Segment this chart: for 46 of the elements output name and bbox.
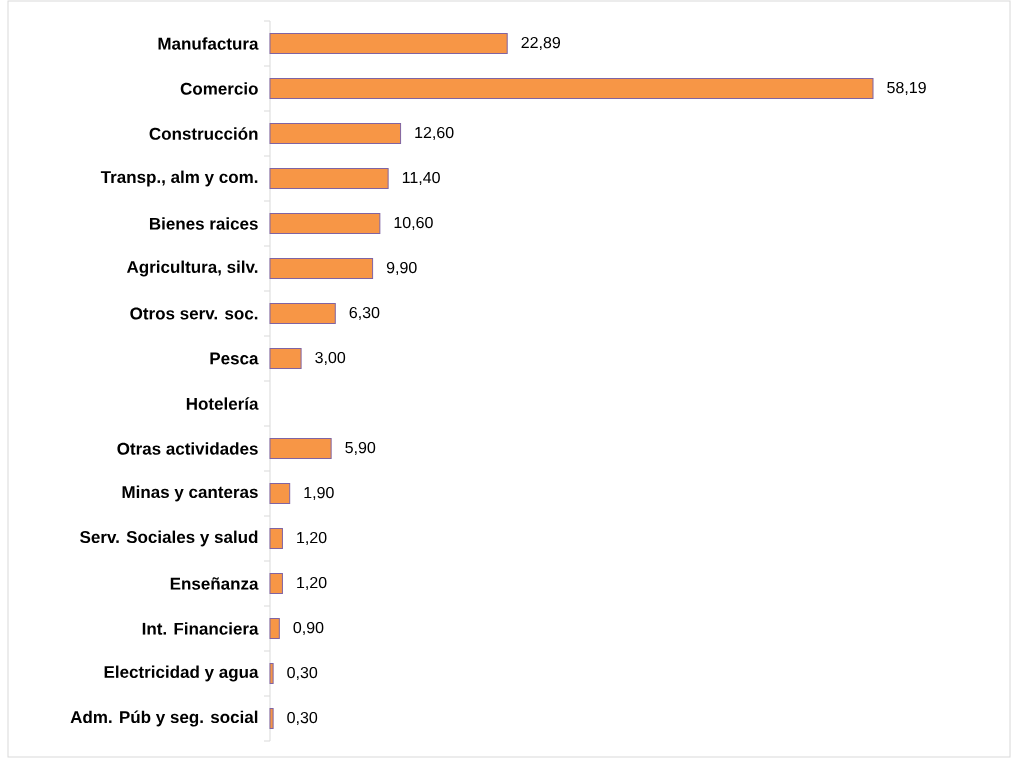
y-tick-label: Bienes raices [149,217,258,230]
y-tick-label: Construcción [149,127,258,140]
data-label: 1,20 [297,531,327,546]
data-label: 0,90 [293,621,324,636]
y-tick-label: Electricidad y agua [104,665,259,682]
y-tick-label: Comercio [180,82,258,95]
y-tick-label: Adm. Púb y seg. social [70,710,258,727]
data-label: 22,89 [521,36,561,51]
data-label: 1,90 [304,486,334,501]
bar [269,573,283,595]
y-tick-label: Serv. Sociales y salud [80,530,258,547]
y-tick-label: Minas y canteras [122,485,258,502]
bar [269,708,274,730]
bar [269,213,381,234]
bar [269,33,508,54]
y-tick-label: Int. Financiera [142,622,259,635]
bar [269,618,280,640]
y-tick-label: Otras actividades [117,442,258,455]
data-label: 58,19 [887,81,926,96]
data-label: 1,20 [297,576,327,591]
bar [269,303,336,324]
bar [269,663,274,685]
bar [269,78,874,99]
y-tick-label: Otros serv. soc. [130,307,258,320]
data-label: 3,00 [315,351,346,366]
data-label: 0,30 [287,711,318,726]
bar [269,258,374,279]
data-label: 11,40 [402,171,440,186]
bar [269,438,332,459]
bar [269,348,302,369]
bar [269,483,291,504]
data-label: 5,90 [345,441,376,456]
data-label: 6,30 [349,306,380,321]
bar [269,528,283,549]
data-label: 10,60 [394,216,433,231]
y-tick-label: Transp., alm y com. [100,170,258,187]
data-label: 9,90 [386,261,417,276]
bar [269,123,402,144]
y-tick-label: Enseñanza [170,577,259,590]
bar [269,168,389,189]
y-tick-label: Hotelería [186,397,259,410]
data-label: 12,60 [415,126,454,141]
data-label: 0,30 [287,666,318,681]
y-tick-label: Agricultura, silv. [126,260,258,277]
y-tick-label: Manufactura [158,37,259,50]
y-tick-label: Pesca [210,352,259,365]
